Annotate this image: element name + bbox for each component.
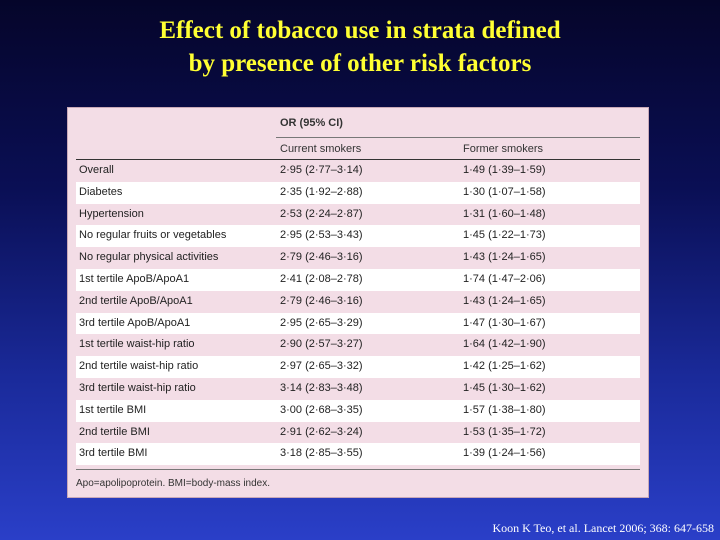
former-smokers-value: 1·49 (1·39–1·59): [463, 164, 546, 176]
citation: Koon K Teo, et al. Lancet 2006; 368: 647…: [492, 521, 714, 535]
former-smokers-value: 1·64 (1·42–1·90): [463, 338, 546, 351]
slide-title-line-1: Effect of tobacco use in strata defined: [159, 17, 561, 44]
table-row: 1st tertile ApoB/ApoA1 2·41 (2·08–2·78) 1·…: [76, 268, 640, 291]
table-row: 2nd tertile ApoB/ApoA1 2·79 (2·46–3·16) 1·…: [76, 291, 640, 313]
table-row: 2nd tertile waist-hip ratio 2·97 (2·65–3·…: [76, 356, 640, 378]
table-row: Diabetes 2·35 (1·92–2·88) 1·30 (1·07–1·58): [76, 181, 640, 204]
former-smokers-value: 1·39 (1·24–1·56): [463, 447, 546, 460]
current-smokers-value: 2·91 (2·62–3·24): [280, 425, 363, 438]
former-smokers-value: 1·42 (1·25–1·62): [463, 360, 546, 373]
table-row: 3rd tertile waist-hip ratio 3·14 (2·83–3·…: [76, 378, 640, 400]
row-label: No regular physical activities: [79, 251, 219, 264]
former-smokers-value: 1·53 (1·35–1·72): [463, 425, 546, 438]
row-label: 3rd tertile ApoB/ApoA1: [79, 316, 191, 329]
row-label: 1st tertile ApoB/ApoA1: [79, 272, 190, 285]
table-row: 2nd tertile BMI 2·91 (2·62–3·24) 1·53 (1·3…: [76, 422, 640, 444]
current-smokers-value: 2·90 (2·57–3·27): [280, 338, 363, 351]
or-table-panel: OR (95% CI) Current smokers Former smoke…: [67, 107, 649, 498]
current-smokers-value: 2·35 (1·92–2·88): [280, 185, 363, 198]
former-smokers-value: 1·74 (1·47–2·06): [463, 272, 546, 285]
row-label: 1st tertile waist-hip ratio: [79, 338, 195, 351]
current-smokers-value: 2·95 (2·65–3·29): [280, 316, 363, 329]
row-label: 2nd tertile ApoB/ApoA1: [79, 294, 193, 307]
slide-title-line-2: by presence of other risk factors: [188, 50, 532, 77]
row-label: 1st tertile BMI: [79, 403, 147, 416]
former-smokers-value: 1·45 (1·30–1·62): [463, 381, 546, 394]
row-label: 3rd tertile BMI: [79, 447, 148, 460]
current-smokers-value: 3·18 (2·85–3·55): [280, 447, 363, 460]
former-smokers-value: 1·45 (1·22–1·73): [463, 229, 546, 242]
table-bottom-rule: [76, 469, 640, 470]
former-smokers-value: 1·31 (1·60–1·48): [463, 207, 546, 220]
current-smokers-value: 2·97 (2·65–3·32): [280, 360, 363, 373]
row-label: Diabetes: [79, 185, 123, 198]
table-row: 3rd tertile BMI 3·18 (2·85–3·55) 1·39 (1·2…: [76, 443, 640, 466]
current-smokers-value: 2·41 (2·08–2·78): [280, 272, 363, 285]
former-smokers-value: 1·43 (1·24–1·65): [463, 251, 546, 264]
table-row: 1st tertile BMI 3·00 (2·68–3·35) 1·57 (1·3…: [76, 399, 640, 422]
header-rule: [76, 159, 640, 160]
or-group-header: OR (95% CI): [280, 117, 343, 129]
table-row: No regular physical activities 2·79 (2·46…: [76, 247, 640, 269]
former-smokers-header: Former smokers: [463, 143, 544, 155]
table-row: Hypertension 2·53 (2·24–2·87) 1·31 (1·60–1…: [76, 204, 640, 226]
current-smokers-value: 2·79 (2·46–3·16): [280, 251, 363, 264]
current-smokers-value: 2·95 (2·53–3·43): [280, 229, 363, 242]
row-label: 2nd tertile BMI: [79, 425, 150, 438]
table-body: Overall 2·95 (2·77–3·14) 1·49 (1·39–1·59) D…: [76, 160, 640, 466]
row-label: No regular fruits or vegetables: [79, 229, 227, 242]
group-header-rule: [276, 137, 640, 138]
table-row: Overall 2·95 (2·77–3·14) 1·49 (1·39–1·59): [76, 160, 640, 182]
current-smokers-value: 3·14 (2·83–3·48): [280, 381, 363, 394]
slide-title: Effect of tobacco use in strata defined …: [0, 14, 720, 80]
former-smokers-value: 1·43 (1·24–1·65): [463, 294, 546, 307]
row-label: Overall: [79, 164, 114, 176]
row-label: 2nd tertile waist-hip ratio: [79, 360, 199, 373]
current-smokers-value: 2·53 (2·24–2·87): [280, 207, 363, 220]
former-smokers-value: 1·57 (1·38–1·80): [463, 403, 546, 416]
table-footnote: Apo=apolipoprotein. BMI=body-mass index.: [76, 478, 271, 489]
table-row: 1st tertile waist-hip ratio 2·90 (2·57–3·…: [76, 334, 640, 356]
former-smokers-value: 1·30 (1·07–1·58): [463, 185, 546, 198]
former-smokers-value: 1·47 (1·30–1·67): [463, 316, 546, 329]
row-label: Hypertension: [79, 207, 144, 220]
table-row: No regular fruits or vegetables 2·95 (2·5…: [76, 225, 640, 248]
row-label: 3rd tertile waist-hip ratio: [79, 381, 196, 394]
table-row: 3rd tertile ApoB/ApoA1 2·95 (2·65–3·29) 1·…: [76, 312, 640, 335]
current-smokers-header: Current smokers: [280, 143, 362, 155]
current-smokers-value: 2·79 (2·46–3·16): [280, 294, 363, 307]
current-smokers-value: 2·95 (2·77–3·14): [280, 164, 363, 176]
current-smokers-value: 3·00 (2·68–3·35): [280, 403, 363, 416]
